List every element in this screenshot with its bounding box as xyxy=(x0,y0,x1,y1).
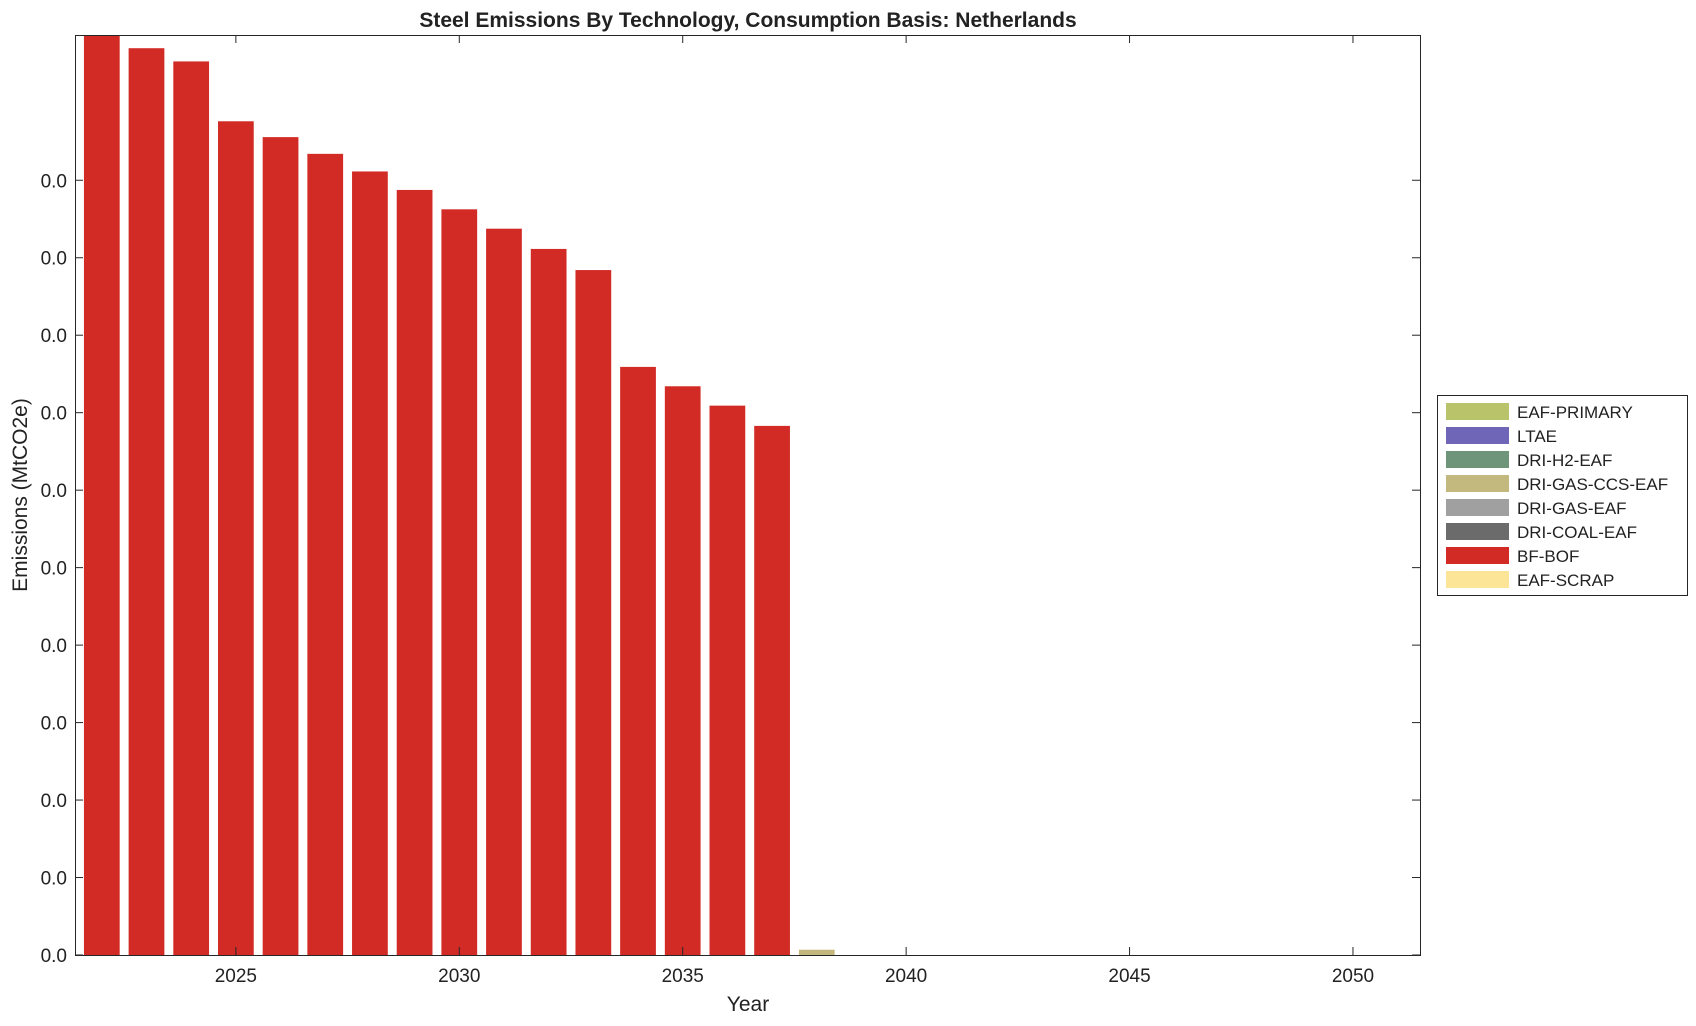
legend-label-ltae: LTAE xyxy=(1517,427,1557,446)
legend-swatch-eaf-primary xyxy=(1446,403,1509,420)
x-tick-label: 2050 xyxy=(1332,966,1374,987)
bar-bf-bof-2028 xyxy=(352,171,388,955)
bar-bf-bof-2034 xyxy=(620,366,656,955)
bar-bf-bof-2037 xyxy=(754,425,790,955)
legend-swatch-ltae xyxy=(1446,427,1509,444)
legend-label-dri-gas-eaf: DRI-GAS-EAF xyxy=(1517,499,1627,518)
x-tick-label: 2035 xyxy=(662,966,704,987)
bar-bf-bof-2022 xyxy=(83,35,120,955)
bars-layer xyxy=(83,35,835,956)
x-tick-label: 2030 xyxy=(438,966,480,987)
bar-bf-bof-2026 xyxy=(262,137,299,956)
bar-bf-bof-2030 xyxy=(441,209,478,955)
y-tick-label: 0.0 xyxy=(41,636,67,657)
legend: EAF-PRIMARY LTAE DRI-H2-EAF DRI-GAS-CCS-EAF… xyxy=(1437,395,1688,596)
bar-bf-bof-2027 xyxy=(307,153,344,955)
legend-label-bf-bof: BF-BOF xyxy=(1517,547,1579,566)
legend-swatch-dri-h2-eaf xyxy=(1446,451,1509,468)
y-tick-label: 0.0 xyxy=(41,559,67,580)
bar-bf-bof-2032 xyxy=(530,248,567,956)
legend-label-dri-h2-eaf: DRI-H2-EAF xyxy=(1517,451,1612,470)
plot-frame xyxy=(75,35,1421,956)
x-tick-label: 2045 xyxy=(1108,966,1150,987)
legend-swatch-dri-gas-eaf xyxy=(1446,499,1509,516)
x-tick-label: 2040 xyxy=(885,966,927,987)
y-tick-label: 0.0 xyxy=(41,791,67,812)
bar-bf-bof-2033 xyxy=(575,270,612,955)
y-tick-label: 0.0 xyxy=(41,946,67,967)
y-tick-label: 0.0 xyxy=(41,481,67,502)
y-axis-label: Emissions (MtCO2e) xyxy=(9,398,32,592)
x-axis-label: Year xyxy=(727,993,769,1016)
legend-swatch-dri-coal-eaf xyxy=(1446,523,1509,540)
legend-label-dri-gas-ccs-eaf: DRI-GAS-CCS-EAF xyxy=(1517,475,1668,494)
legend-label-eaf-primary: EAF-PRIMARY xyxy=(1517,403,1633,422)
legend-swatch-bf-bof xyxy=(1446,547,1509,564)
bar-bf-bof-2024 xyxy=(173,61,210,955)
y-tick-label: 0.0 xyxy=(41,326,67,347)
bar-bf-bof-2029 xyxy=(396,189,433,955)
bar-dri-gas-ccs-eaf-2038 xyxy=(798,949,835,955)
bar-bf-bof-2031 xyxy=(486,228,522,955)
bar-bf-bof-2036 xyxy=(709,405,746,956)
y-tick-label: 0.0 xyxy=(41,404,67,425)
axes-layer: 0.0 0.0 0.0 0.0 0.0 0.0 0.0 0.0 0.0 0.0 0.0 2025 203… xyxy=(41,35,1420,987)
bar-bf-bof-2023 xyxy=(128,48,165,955)
chart-title: Steel Emissions By Technology, Consumpti… xyxy=(419,9,1076,32)
legend-swatch-dri-gas-ccs-eaf xyxy=(1446,475,1509,492)
legend-label-dri-coal-eaf: DRI-COAL-EAF xyxy=(1517,523,1637,542)
legend-label-eaf-scrap: EAF-SCRAP xyxy=(1517,571,1614,590)
y-tick-label: 0.0 xyxy=(41,869,67,890)
bar-bf-bof-2025 xyxy=(217,121,254,955)
y-tick-label: 0.0 xyxy=(41,249,67,270)
y-tick-label: 0.0 xyxy=(41,171,67,192)
x-tick-label: 2025 xyxy=(215,966,257,987)
legend-swatch-eaf-scrap xyxy=(1446,571,1509,588)
y-tick-label: 0.0 xyxy=(41,714,67,735)
bar-bf-bof-2035 xyxy=(664,386,701,956)
